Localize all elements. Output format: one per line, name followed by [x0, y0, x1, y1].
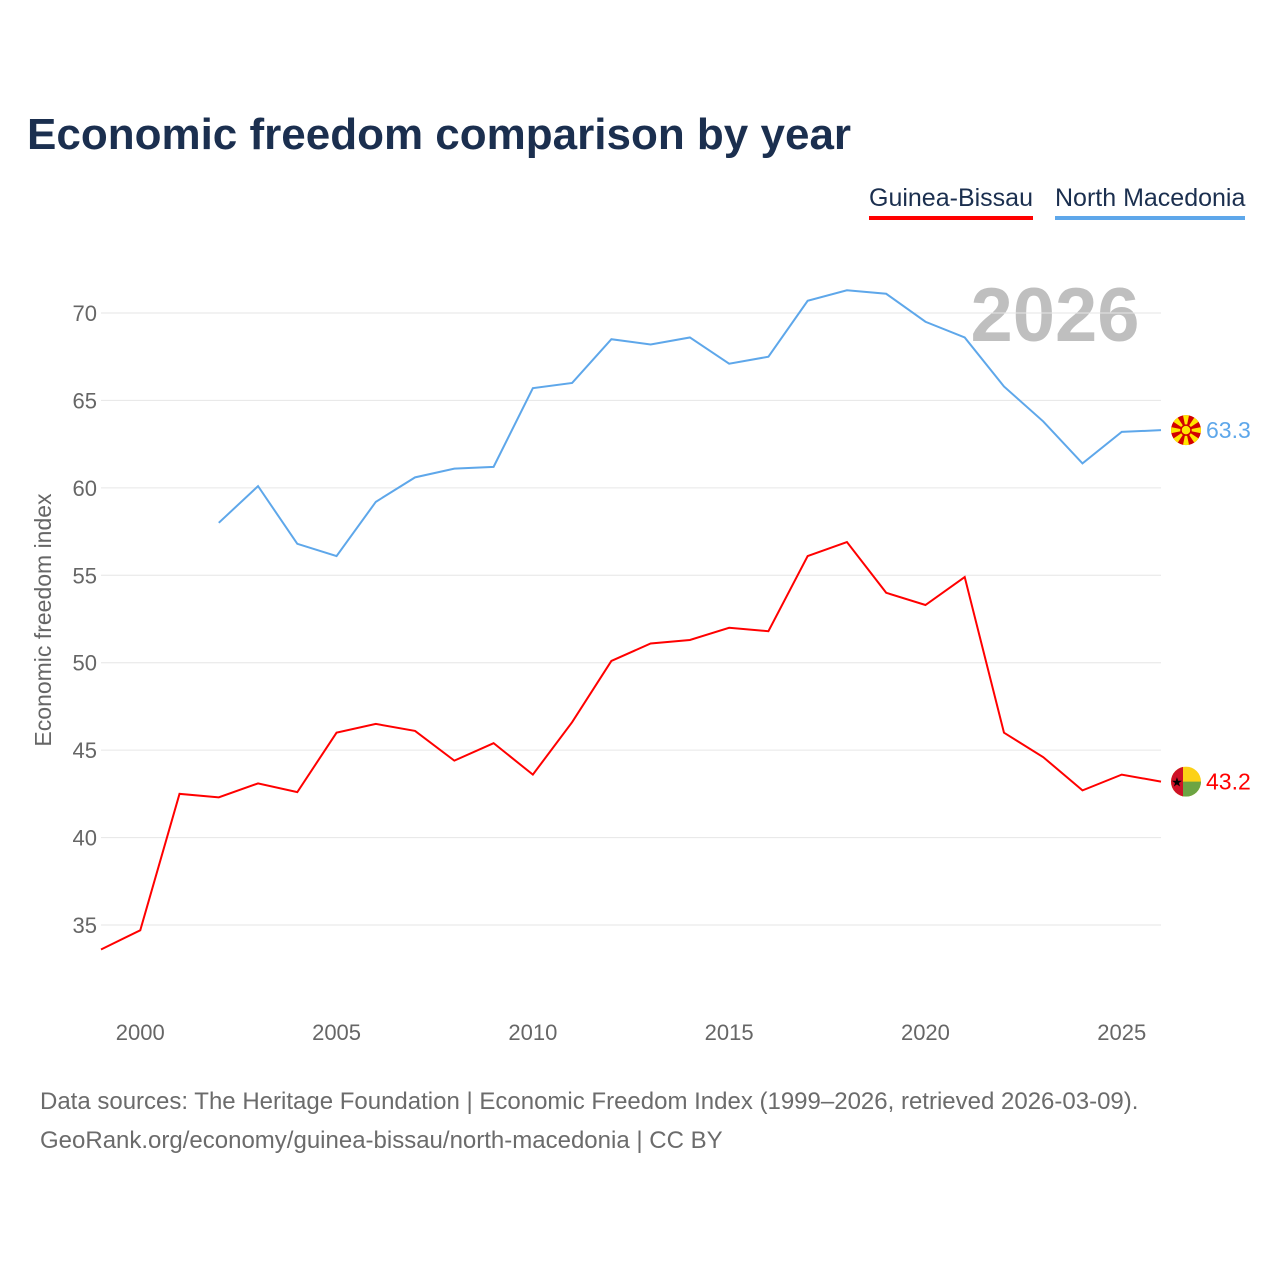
- data-point: [1119, 429, 1125, 435]
- data-point: [608, 336, 614, 342]
- north-macedonia-flag-icon: [1171, 415, 1201, 446]
- data-point: [1079, 787, 1085, 793]
- x-tick-label: 2020: [901, 1020, 950, 1045]
- data-point: [98, 946, 104, 952]
- legend-north-macedonia[interactable]: North Macedonia: [1055, 184, 1246, 220]
- data-point: [255, 483, 261, 489]
- data-point: [334, 553, 340, 559]
- data-point: [137, 927, 143, 933]
- data-point: [962, 574, 968, 580]
- data-point: [1158, 427, 1164, 433]
- y-tick-label: 35: [73, 913, 97, 938]
- data-point: [373, 499, 379, 505]
- data-point: [1119, 772, 1125, 778]
- data-point: [1001, 383, 1007, 389]
- data-point: [922, 319, 928, 325]
- data-point: [726, 625, 732, 631]
- data-point: [687, 637, 693, 643]
- data-point: [726, 361, 732, 367]
- data-point: [687, 334, 693, 340]
- data-point: [883, 291, 889, 297]
- data-point: [1158, 779, 1164, 785]
- x-tick-label: 2000: [116, 1020, 165, 1045]
- data-point: [883, 590, 889, 596]
- x-tick-label: 2005: [312, 1020, 361, 1045]
- data-point: [962, 334, 968, 340]
- data-point: [491, 464, 497, 470]
- legend-guinea-bissau[interactable]: Guinea-Bissau: [869, 184, 1033, 220]
- data-point: [765, 354, 771, 360]
- y-tick-label: 45: [73, 738, 97, 763]
- x-tick-label: 2015: [705, 1020, 754, 1045]
- data-point: [412, 474, 418, 480]
- data-point: [648, 640, 654, 646]
- svg-text:★: ★: [1171, 775, 1183, 790]
- footer-sources: Data sources: The Heritage Foundation | …: [40, 1088, 1139, 1115]
- data-point: [530, 385, 536, 391]
- data-point: [294, 541, 300, 547]
- end-value-label: 43.2: [1206, 769, 1251, 795]
- data-point: [648, 341, 654, 347]
- data-point: [922, 602, 928, 608]
- data-point: [412, 728, 418, 734]
- data-point: [177, 791, 183, 797]
- data-point: [216, 794, 222, 800]
- y-axis-label: Economic freedom index: [30, 493, 56, 747]
- chart-title: Economic freedom comparison by year: [27, 110, 852, 159]
- y-tick-label: 70: [73, 301, 97, 326]
- data-point: [805, 553, 811, 559]
- data-point: [1079, 460, 1085, 466]
- guinea-bissau-flag-icon: ★: [1171, 766, 1201, 797]
- data-point: [334, 730, 340, 736]
- footer-link[interactable]: GeoRank.org/economy/guinea-bissau/north-…: [40, 1127, 723, 1154]
- data-point: [608, 658, 614, 664]
- data-point: [569, 719, 575, 725]
- data-point: [805, 298, 811, 304]
- series-line-guinea-bissau: [100, 540, 1162, 951]
- end-value-label: 63.3: [1206, 417, 1251, 443]
- data-point: [216, 520, 222, 526]
- data-point: [844, 539, 850, 545]
- y-tick-label: 50: [73, 651, 97, 676]
- series-line-north-macedonia: [218, 289, 1162, 558]
- y-tick-label: 60: [73, 476, 97, 501]
- data-point: [255, 780, 261, 786]
- data-point: [373, 721, 379, 727]
- data-point: [294, 789, 300, 795]
- data-point: [1040, 754, 1046, 760]
- data-point: [491, 740, 497, 746]
- y-tick-label: 55: [73, 563, 97, 588]
- data-point: [1001, 730, 1007, 736]
- data-point: [569, 380, 575, 386]
- year-watermark: 2026: [970, 273, 1139, 358]
- y-tick-label: 65: [73, 388, 97, 413]
- x-tick-label: 2010: [508, 1020, 557, 1045]
- x-tick-label: 2025: [1097, 1020, 1146, 1045]
- data-point: [451, 466, 457, 472]
- data-point: [451, 758, 457, 764]
- data-point: [530, 772, 536, 778]
- data-point: [765, 628, 771, 634]
- data-point: [1040, 418, 1046, 424]
- data-point: [844, 287, 850, 293]
- y-tick-label: 40: [73, 826, 97, 851]
